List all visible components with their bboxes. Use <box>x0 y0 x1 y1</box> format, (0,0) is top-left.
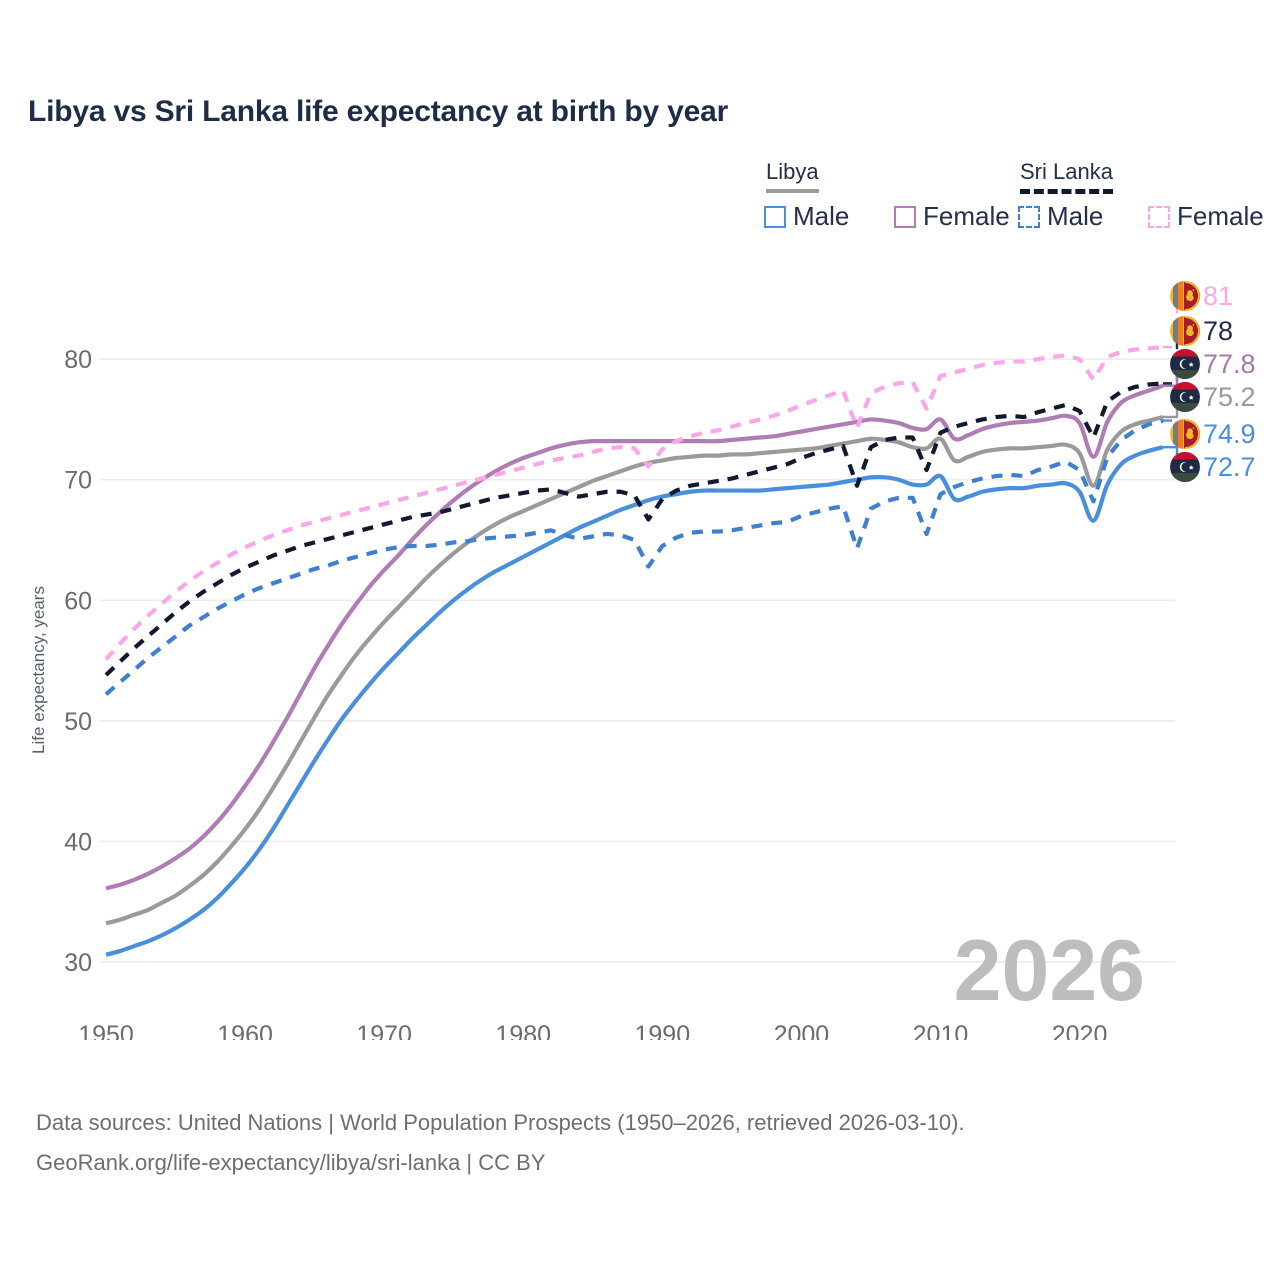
end-label-connector <box>1163 329 1186 385</box>
x-tick-label: 2010 <box>913 1021 969 1040</box>
legend-swatch-icon <box>1148 205 1170 228</box>
legend-rule-dashed <box>1020 189 1113 194</box>
series-lines <box>104 345 1164 957</box>
series-line <box>105 383 1164 891</box>
legend-item-sri-lanka-male[interactable]: Male <box>1018 201 1103 232</box>
end-label-connector <box>1163 395 1186 419</box>
footer-credits: Data sources: United Nations | World Pop… <box>36 1103 1236 1183</box>
y-tick-label: 50 <box>64 708 92 736</box>
end-label-connector <box>1163 446 1186 469</box>
y-tick-label: 30 <box>64 949 92 977</box>
series-line <box>105 414 1164 926</box>
legend-group-label-sri-lanka: Sri Lanka <box>1020 159 1113 184</box>
legend-item-libya-female[interactable]: Female <box>894 201 1010 232</box>
legend-group-label-libya: Libya <box>766 159 819 184</box>
x-tick-label: 2020 <box>1052 1021 1108 1040</box>
legend-rule-solid <box>766 189 819 193</box>
page-title: Libya vs Sri Lanka life expectancy at bi… <box>28 95 729 128</box>
end-label-connector <box>1163 294 1186 349</box>
chart-plot-area: 2026 30 40 50 60 70 80 1950 1960 1970 1980 1990 20… <box>0 250 1280 1040</box>
line-chart-svg: 2026 30 40 50 60 70 80 1950 1960 1970 1980 1990 20… <box>29 294 1186 1040</box>
end-label-connectors <box>1163 294 1186 469</box>
legend-swatch-icon <box>894 205 916 228</box>
x-axis-ticks: 1950 1960 1970 1980 1990 2000 2010 2020 <box>78 1021 1107 1040</box>
legend-item-libya-male[interactable]: Male <box>764 201 849 232</box>
x-tick-label: 1960 <box>217 1021 273 1040</box>
y-tick-label: 80 <box>64 346 92 374</box>
y-tick-label: 60 <box>64 587 92 615</box>
legend-item-label: Male <box>1047 201 1104 231</box>
series-line <box>104 418 1164 696</box>
x-tick-label: 1970 <box>356 1021 412 1040</box>
legend-swatch-icon <box>764 205 786 228</box>
x-tick-label: 1950 <box>78 1021 134 1040</box>
legend-item-sri-lanka-female[interactable]: Female <box>1148 201 1264 232</box>
y-tick-label: 70 <box>64 467 92 495</box>
end-label-connector <box>1163 419 1186 436</box>
footer-line-sources: Data sources: United Nations | World Pop… <box>36 1110 965 1135</box>
y-axis-ticks: 30 40 50 60 70 80 <box>64 346 92 977</box>
chart-legend: Libya Sri Lanka Male Female Male <box>756 160 1264 242</box>
x-tick-label: 1990 <box>635 1021 691 1040</box>
legend-item-label: Male <box>793 201 850 231</box>
year-watermark: 2026 <box>954 923 1145 1019</box>
y-tick-label: 40 <box>64 828 92 856</box>
series-line <box>105 445 1164 957</box>
series-line <box>104 381 1164 677</box>
legend-swatch-icon <box>1018 205 1040 228</box>
gridlines <box>100 358 1175 963</box>
legend-group-libya: Libya <box>766 160 819 193</box>
x-tick-label: 2000 <box>774 1021 830 1040</box>
series-line <box>104 345 1164 661</box>
legend-group-sri-lanka: Sri Lanka <box>1020 160 1113 194</box>
legend-item-label: Female <box>923 201 1010 231</box>
legend-item-label: Female <box>1177 201 1264 231</box>
y-axis-title: Life expectancy, years <box>29 586 48 754</box>
footer-line-url[interactable]: GeoRank.org/life-expectancy/libya/sri-la… <box>36 1150 546 1175</box>
x-tick-label: 1980 <box>495 1021 551 1040</box>
